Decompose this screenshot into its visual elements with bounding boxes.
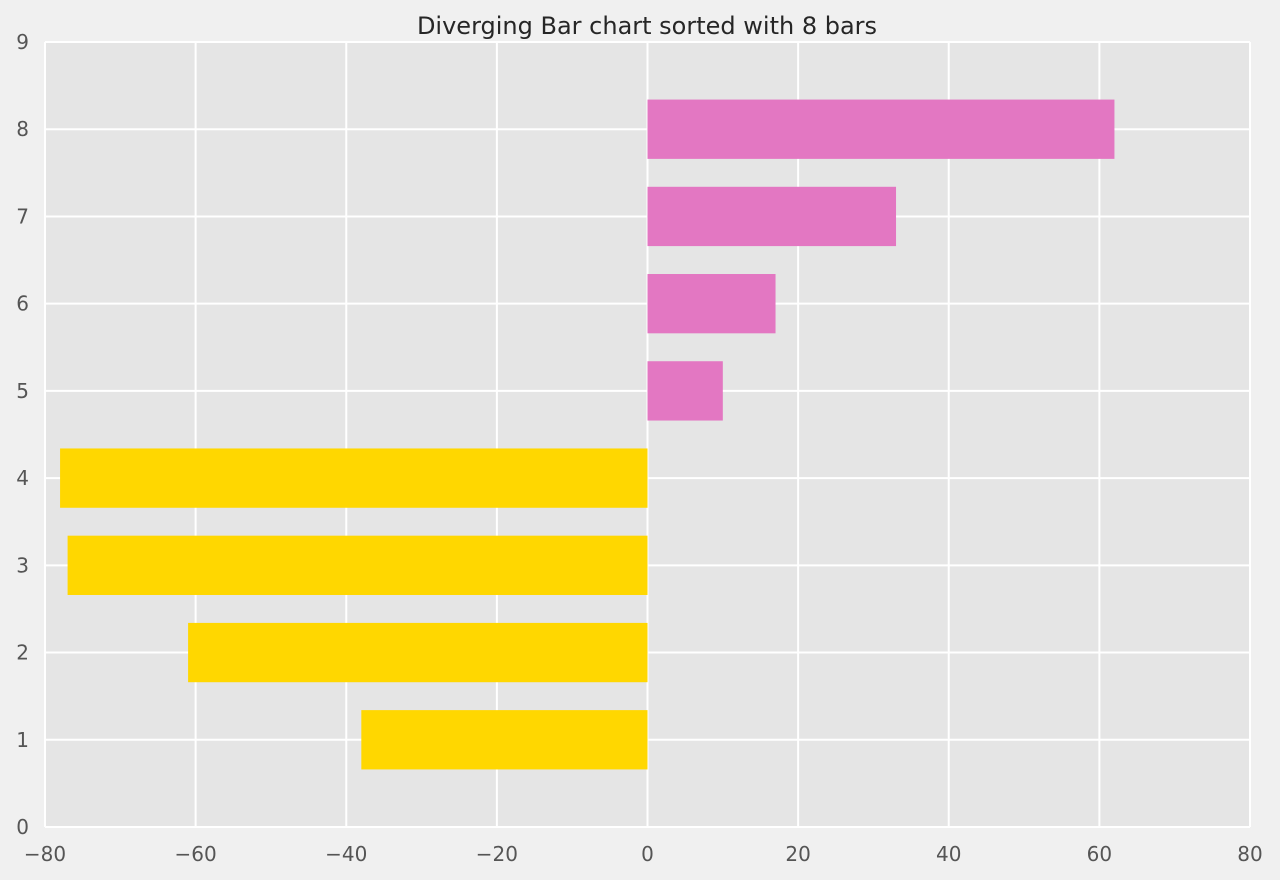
- x-tick-label: 20: [785, 842, 810, 866]
- x-tick-label: 60: [1087, 842, 1112, 866]
- x-tick-label: 80: [1237, 842, 1262, 866]
- bar-2: [188, 622, 648, 683]
- y-tick-label: 5: [16, 379, 29, 403]
- y-tick-label: 7: [16, 204, 29, 228]
- bar-1: [361, 710, 648, 770]
- bars: [60, 99, 1115, 770]
- bar-8: [647, 99, 1115, 159]
- x-tick-label: 0: [641, 842, 654, 866]
- x-tick-label: 40: [936, 842, 961, 866]
- y-tick-label: 8: [16, 117, 29, 141]
- bar-3: [67, 535, 648, 595]
- y-tick-label: 4: [16, 466, 29, 490]
- chart-title: Diverging Bar chart sorted with 8 bars: [417, 12, 877, 40]
- y-tick-label: 3: [16, 553, 29, 577]
- y-tick-label: 0: [16, 815, 29, 839]
- x-tick-label: −60: [175, 842, 217, 866]
- x-tick-label: −20: [476, 842, 518, 866]
- y-tick-label: 9: [16, 30, 29, 54]
- y-tick-label: 1: [16, 728, 29, 752]
- bar-7: [647, 186, 897, 247]
- bar-4: [60, 448, 648, 508]
- bar-5: [647, 361, 723, 421]
- y-axis-tick-labels: 0 1 2 3 4 5 6 7 8 9: [16, 30, 29, 839]
- y-tick-label: 2: [16, 641, 29, 665]
- x-tick-label: −40: [325, 842, 367, 866]
- x-tick-label: −80: [24, 842, 66, 866]
- x-axis-tick-labels: −80 −60 −40 −20 0 20 40 60 80: [24, 842, 1263, 866]
- y-tick-label: 6: [16, 292, 29, 316]
- bar-6: [647, 274, 776, 334]
